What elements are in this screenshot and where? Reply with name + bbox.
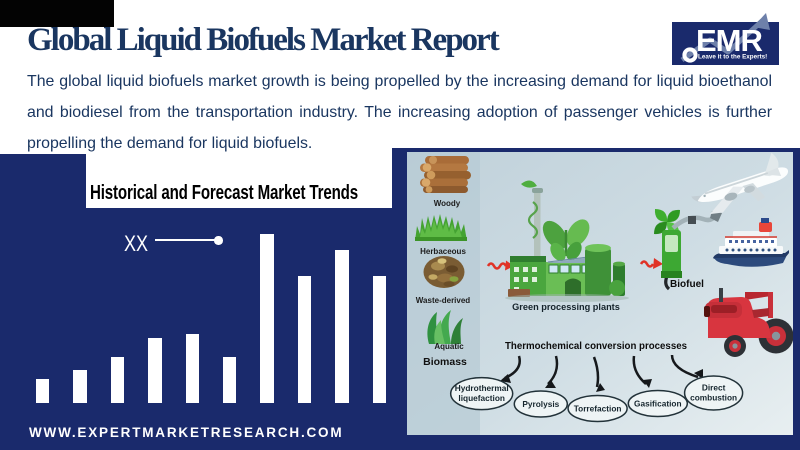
svg-text:Woody: Woody (434, 199, 461, 208)
svg-text:Direct: Direct (702, 383, 726, 393)
svg-text:combustion: combustion (690, 393, 737, 403)
svg-text:Biofuel: Biofuel (670, 279, 704, 290)
svg-text:Aquatic: Aquatic (434, 342, 464, 351)
svg-text:Herbaceous: Herbaceous (420, 247, 466, 256)
svg-text:EMR: EMR (696, 23, 763, 58)
svg-text:liquefaction: liquefaction (458, 393, 505, 403)
svg-text:Hydrothermal: Hydrothermal (455, 383, 509, 393)
svg-text:Waste-derived: Waste-derived (416, 296, 471, 305)
svg-text:Green processing plants: Green processing plants (512, 302, 620, 312)
svg-text:Biomass: Biomass (423, 356, 467, 368)
svg-text:Pyrolysis: Pyrolysis (522, 399, 559, 409)
svg-text:Torrefaction: Torrefaction (574, 404, 622, 414)
svg-text:Thermochemical conversion proc: Thermochemical conversion processes (505, 341, 687, 352)
svg-text:Leave it to the Experts!: Leave it to the Experts! (698, 54, 767, 61)
svg-text:Gasification: Gasification (634, 399, 682, 409)
